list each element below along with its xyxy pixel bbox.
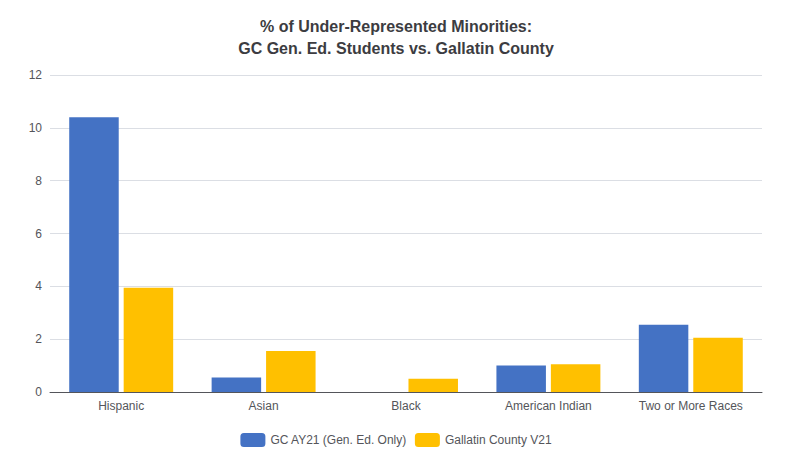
svg-text:GC Gen. Ed. Students vs. Galla: GC Gen. Ed. Students vs. Gallatin County bbox=[238, 40, 554, 57]
svg-text:12: 12 bbox=[29, 68, 43, 82]
svg-text:Two or More Races: Two or More Races bbox=[639, 399, 743, 413]
svg-text:0: 0 bbox=[35, 385, 42, 399]
svg-text:Gallatin County V21: Gallatin County V21 bbox=[445, 433, 552, 447]
svg-text:10: 10 bbox=[29, 121, 43, 135]
svg-text:% of Under-Represented Minorit: % of Under-Represented Minorities: bbox=[260, 18, 532, 35]
svg-text:8: 8 bbox=[35, 174, 42, 188]
svg-text:American Indian: American Indian bbox=[505, 399, 592, 413]
svg-text:Hispanic: Hispanic bbox=[98, 399, 144, 413]
svg-text:2: 2 bbox=[35, 332, 42, 346]
svg-text:Black: Black bbox=[391, 399, 421, 413]
svg-text:4: 4 bbox=[35, 279, 42, 293]
svg-text:6: 6 bbox=[35, 227, 42, 241]
svg-text:GC AY21 (Gen. Ed. Only): GC AY21 (Gen. Ed. Only) bbox=[270, 433, 406, 447]
svg-text:Asian: Asian bbox=[249, 399, 279, 413]
